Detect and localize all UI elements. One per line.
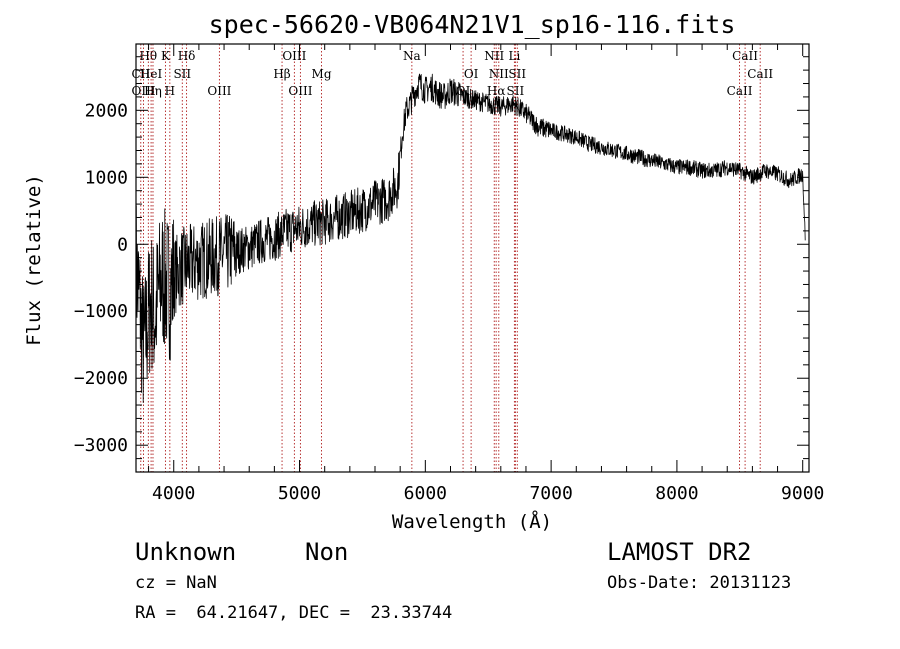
x-axis-label: Wavelength (Å) <box>392 510 552 533</box>
x-tick-label: 9000 <box>781 483 824 504</box>
ra-dec-coordinates: RA = 64.21647, DEC = 23.33744 <box>135 603 453 623</box>
spectral-subclass: Non <box>305 538 349 566</box>
line-marker-label: K <box>161 49 171 63</box>
y-tick-label: −1000 <box>74 301 128 322</box>
x-tick-label: 5000 <box>278 483 321 504</box>
line-marker-label: Na <box>403 49 421 63</box>
y-tick-label: 1000 <box>85 167 128 188</box>
line-marker-label: HeI <box>140 67 163 81</box>
flux-line <box>135 73 806 404</box>
line-marker-label: Hη <box>144 84 162 98</box>
spectral-class: Unknown <box>135 538 237 566</box>
line-marker-label: CaII <box>747 67 773 81</box>
y-tick-label: 2000 <box>85 100 128 121</box>
redshift-cz: cz = NaN <box>135 573 217 593</box>
line-marker-label: Hα <box>487 84 506 98</box>
plot-frame <box>135 43 810 473</box>
line-marker-label: NII <box>484 49 504 63</box>
flux-series <box>135 73 806 404</box>
line-marker-label: Hβ <box>273 67 290 81</box>
line-marker-label: SII <box>507 84 525 98</box>
line-marker-label: SII <box>508 67 526 81</box>
line-marker-label: CaII <box>732 49 758 63</box>
y-tick-label: −2000 <box>74 368 128 389</box>
x-tick-label: 7000 <box>529 483 572 504</box>
line-marker-label: SII <box>173 67 191 81</box>
line-marker-label: Hδ <box>178 49 196 63</box>
y-tick-label: 0 <box>117 234 128 255</box>
line-marker-label: Hθ <box>139 49 157 63</box>
x-tick-label: 8000 <box>655 483 698 504</box>
line-marker-label: OIII <box>207 84 231 98</box>
x-axis: 4000 5000 6000 7000 8000 9000 <box>148 44 824 504</box>
y-tick-label: −3000 <box>74 435 128 456</box>
obs-date: Obs-Date: 20131123 <box>607 573 792 593</box>
line-marker-label: H <box>165 84 175 98</box>
line-marker-label: OI <box>464 67 479 81</box>
line-marker-label: OIII <box>282 49 306 63</box>
line-marker-label: OIII <box>132 84 156 98</box>
x-tick-label: 4000 <box>152 483 195 504</box>
line-marker-label: NII <box>489 67 509 81</box>
line-marker-label: OIII <box>288 84 312 98</box>
line-marker-label: Li <box>508 49 520 63</box>
line-marker-label: Mg <box>312 67 332 81</box>
line-marker-label: CaII <box>727 84 753 98</box>
survey-name: LAMOST DR2 <box>607 538 752 566</box>
chart-title: spec-56620-VB064N21V1_sp16-116.fits <box>209 10 736 39</box>
x-tick-label: 6000 <box>404 483 447 504</box>
y-axis-label: Flux (relative) <box>23 174 45 346</box>
y-axis: −3000 −2000 −1000 0 1000 2000 <box>74 56 809 460</box>
